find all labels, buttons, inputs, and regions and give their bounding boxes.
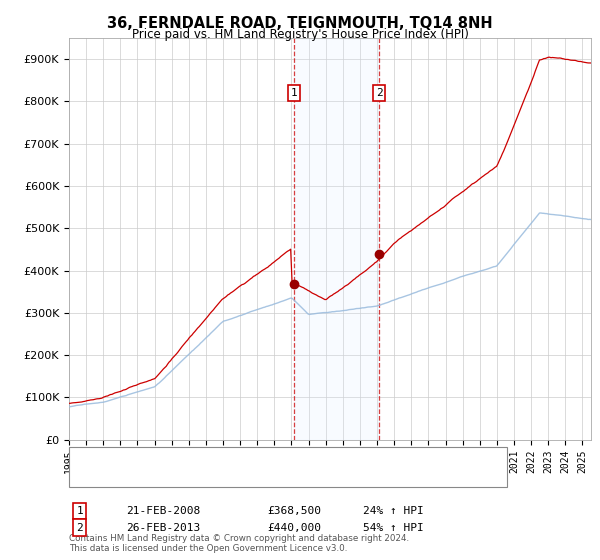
Text: £368,500: £368,500 xyxy=(267,506,321,516)
Text: 54% ↑ HPI: 54% ↑ HPI xyxy=(363,522,424,533)
Text: 26-FEB-2013: 26-FEB-2013 xyxy=(126,522,200,533)
Text: £440,000: £440,000 xyxy=(267,522,321,533)
Text: Contains HM Land Registry data © Crown copyright and database right 2024.
This d: Contains HM Land Registry data © Crown c… xyxy=(69,534,409,553)
Text: 1: 1 xyxy=(290,88,297,98)
Text: 2: 2 xyxy=(76,522,83,533)
Text: HPI: Average price, detached house, Teignbridge: HPI: Average price, detached house, Teig… xyxy=(121,471,375,481)
Text: 2: 2 xyxy=(376,88,383,98)
Text: 36, FERNDALE ROAD, TEIGNMOUTH, TQ14 8NH: 36, FERNDALE ROAD, TEIGNMOUTH, TQ14 8NH xyxy=(107,16,493,31)
Text: 36, FERNDALE ROAD, TEIGNMOUTH, TQ14 8NH (detached house): 36, FERNDALE ROAD, TEIGNMOUTH, TQ14 8NH … xyxy=(121,453,461,463)
Text: 21-FEB-2008: 21-FEB-2008 xyxy=(126,506,200,516)
Bar xyxy=(294,38,379,440)
Text: 1: 1 xyxy=(76,506,83,516)
Text: 24% ↑ HPI: 24% ↑ HPI xyxy=(363,506,424,516)
Text: Price paid vs. HM Land Registry's House Price Index (HPI): Price paid vs. HM Land Registry's House … xyxy=(131,28,469,41)
